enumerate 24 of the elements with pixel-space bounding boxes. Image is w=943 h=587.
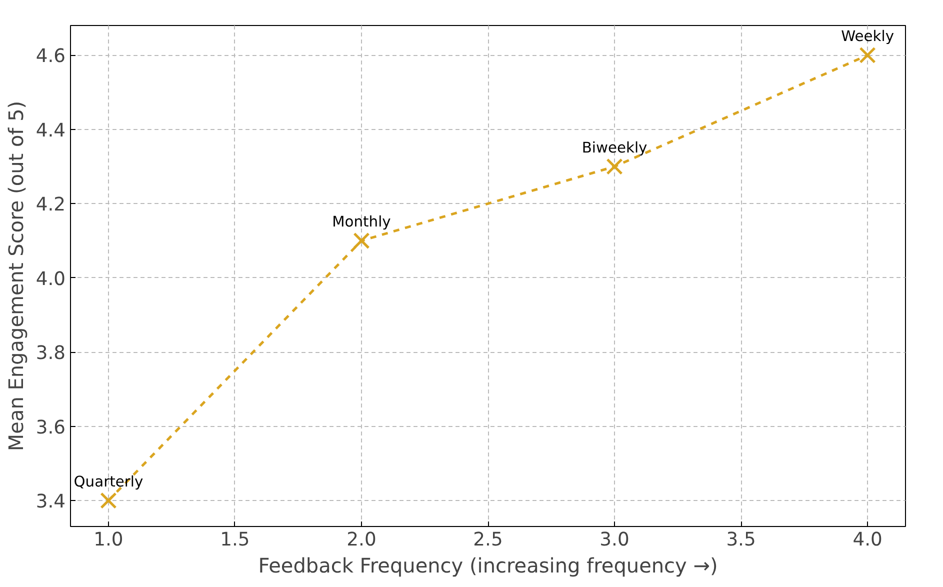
y-tick-label: 3.4 <box>36 492 66 513</box>
annotation: Monthly <box>332 214 392 231</box>
y-tick-label: 3.8 <box>36 343 66 364</box>
point <box>859 46 876 64</box>
y-tick-label: 4.0 <box>36 268 66 290</box>
point <box>606 158 623 175</box>
x-tick-label: 2.5 <box>473 530 503 550</box>
y-axis-title: Mean Engagement Score (out of 5) <box>4 100 28 452</box>
y-tick-label: 4.2 <box>36 194 66 216</box>
x-tick-label: 3.0 <box>600 530 630 550</box>
y-tick-label: 4.6 <box>36 46 66 68</box>
x-tick-label: 1.0 <box>94 530 124 550</box>
annotation: Biweekly <box>582 140 648 157</box>
x-axis-title: Feedback Frequency (increasing frequency →) <box>258 554 718 578</box>
y-tick-label: 3.6 <box>36 417 66 438</box>
annotation: Quarterly <box>74 474 144 491</box>
x-tick-label: 4.0 <box>852 530 882 550</box>
point <box>100 492 117 509</box>
x-tick-label: 1.5 <box>220 530 250 550</box>
point <box>353 232 370 250</box>
annotation: Weekly <box>841 28 894 46</box>
x-tick-label: 3.5 <box>726 530 756 550</box>
x-tick-label: 2.0 <box>346 530 376 550</box>
y-tick-label: 4.4 <box>36 120 66 142</box>
